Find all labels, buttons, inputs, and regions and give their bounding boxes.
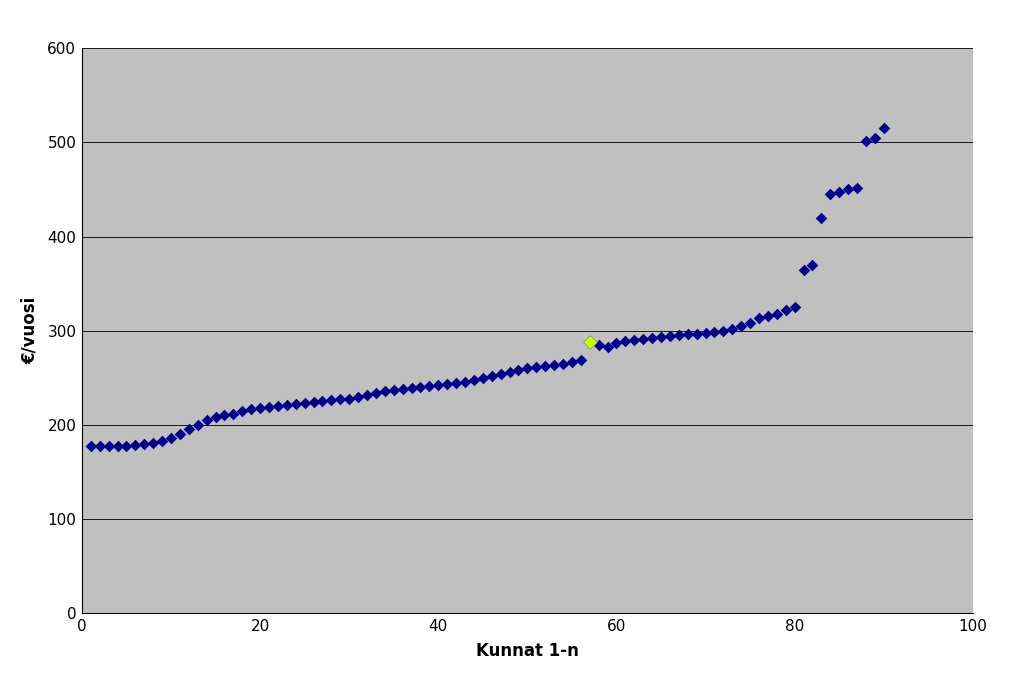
Y-axis label: €/vuosi: €/vuosi	[22, 297, 39, 364]
Point	[733, 320, 750, 331]
Point	[786, 302, 803, 313]
Point	[502, 367, 518, 378]
Point	[572, 354, 589, 365]
Point	[216, 410, 232, 421]
Point	[653, 332, 670, 343]
Point	[546, 359, 562, 370]
Point	[617, 336, 634, 347]
Point	[377, 385, 393, 396]
Point	[350, 391, 367, 402]
Point	[804, 259, 820, 270]
Point	[279, 400, 295, 411]
Point	[305, 397, 322, 408]
Point	[110, 440, 126, 451]
Point	[172, 429, 188, 440]
Point	[136, 438, 153, 449]
Point	[510, 364, 526, 376]
Point	[252, 402, 268, 413]
Point	[83, 440, 99, 451]
Point	[358, 389, 375, 400]
Point	[582, 336, 598, 347]
Point	[741, 318, 758, 329]
Point	[394, 384, 411, 395]
Point	[858, 135, 874, 146]
Point	[555, 358, 571, 369]
Point	[635, 333, 651, 344]
Point	[537, 360, 553, 371]
Point	[662, 331, 678, 342]
Point	[769, 308, 785, 319]
Point	[163, 433, 179, 444]
Point	[876, 123, 892, 134]
Point	[297, 398, 313, 409]
Point	[688, 328, 705, 339]
Point	[715, 325, 731, 336]
Point	[599, 341, 615, 352]
Point	[760, 310, 776, 321]
Point	[563, 356, 580, 367]
Point	[413, 382, 429, 393]
Point	[447, 378, 464, 389]
Point	[680, 329, 696, 340]
Point	[127, 439, 143, 450]
Point	[519, 363, 536, 374]
Point	[145, 438, 162, 449]
Point	[288, 399, 304, 410]
Point	[866, 132, 883, 143]
Point	[234, 405, 251, 416]
Point	[474, 372, 492, 383]
Point	[457, 376, 473, 387]
Point	[626, 335, 642, 346]
Point	[385, 384, 401, 395]
Point	[341, 393, 357, 404]
Point	[777, 305, 794, 316]
Point	[849, 182, 865, 193]
Point	[421, 381, 437, 392]
Point	[439, 379, 456, 390]
Point	[269, 400, 286, 411]
Point	[483, 371, 500, 382]
Point	[813, 212, 829, 223]
Point	[261, 402, 278, 413]
Point	[180, 423, 197, 434]
Point	[199, 415, 215, 426]
Point	[189, 420, 206, 431]
Point	[608, 338, 625, 349]
Point	[840, 184, 856, 195]
X-axis label: Kunnat 1-n: Kunnat 1-n	[476, 642, 579, 660]
Point	[100, 440, 117, 451]
Point	[403, 382, 420, 393]
Point	[243, 403, 259, 414]
Point	[796, 264, 812, 275]
Point	[314, 395, 331, 407]
Point	[91, 440, 108, 451]
Point	[830, 187, 847, 198]
Point	[707, 326, 723, 337]
Point	[528, 361, 545, 372]
Point	[207, 412, 224, 423]
Point	[332, 394, 348, 405]
Point	[591, 339, 607, 350]
Point	[118, 440, 135, 451]
Point	[724, 323, 740, 334]
Point	[466, 374, 482, 385]
Point	[493, 369, 509, 380]
Point	[225, 408, 242, 419]
Point	[671, 330, 687, 341]
Point	[697, 327, 714, 338]
Point	[368, 387, 384, 398]
Point	[644, 333, 660, 344]
Point	[430, 380, 446, 391]
Point	[324, 395, 340, 406]
Point	[822, 189, 839, 200]
Point	[751, 313, 767, 324]
Point	[154, 435, 170, 446]
